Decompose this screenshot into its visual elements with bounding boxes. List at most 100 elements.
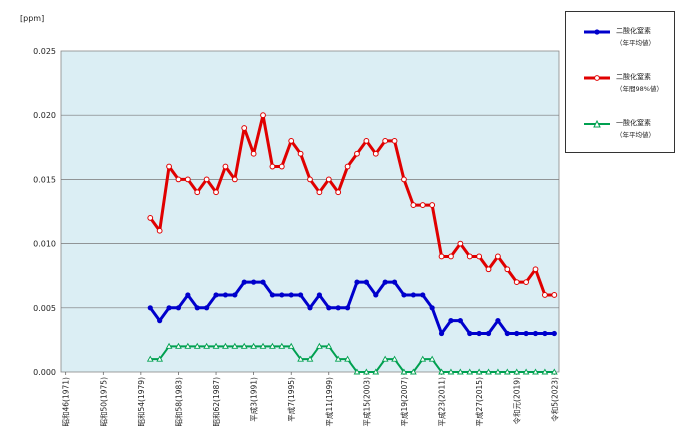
data-point <box>438 368 445 375</box>
data-point <box>467 330 473 337</box>
data-point <box>269 163 276 170</box>
data-point <box>250 342 257 349</box>
data-point <box>381 355 389 362</box>
data-point <box>523 279 530 286</box>
y-tick-label: 0.005 <box>33 304 56 313</box>
y-tick-label: 0.015 <box>33 175 56 184</box>
data-point <box>429 202 436 208</box>
data-point <box>372 150 379 157</box>
data-point <box>391 137 398 144</box>
data-point <box>457 318 463 324</box>
legend-item-no-mean: 一酸化窒素 （年平均値） <box>566 118 676 148</box>
data-point <box>485 266 492 273</box>
data-point <box>504 330 510 337</box>
data-point <box>344 305 351 311</box>
data-point <box>166 163 172 170</box>
data-point <box>419 355 427 362</box>
data-point <box>382 137 389 144</box>
y-tick-label: 0.000 <box>33 368 56 377</box>
data-point <box>147 305 153 311</box>
data-point <box>250 150 257 157</box>
data-point <box>203 342 211 349</box>
y-tick-label: 0.020 <box>33 111 56 120</box>
legend-sublabel: （年平均値） <box>616 39 655 47</box>
data-point <box>344 163 351 170</box>
data-point <box>335 305 341 311</box>
data-point <box>316 292 322 298</box>
data-point <box>307 305 313 311</box>
data-point <box>382 279 388 285</box>
data-point <box>457 240 464 247</box>
x-tick-label: 平成27(2015) <box>474 377 484 427</box>
data-point <box>373 292 379 298</box>
data-point <box>542 292 548 298</box>
data-point <box>532 368 539 375</box>
data-point <box>410 292 416 298</box>
x-tick-label: 昭和54(1979) <box>137 377 146 427</box>
x-tick-label: 平成3(1991) <box>249 377 259 422</box>
data-point <box>325 342 333 349</box>
data-point <box>146 355 154 362</box>
legend-swatch-blue <box>584 29 610 35</box>
data-point <box>532 266 539 273</box>
data-point <box>513 279 520 286</box>
data-point <box>193 342 201 349</box>
data-point <box>166 305 172 311</box>
data-point <box>203 176 210 183</box>
x-tick-label: 平成23(2011) <box>437 377 447 427</box>
data-point <box>438 253 445 260</box>
data-point <box>278 342 286 349</box>
data-point <box>532 330 539 337</box>
data-point <box>269 292 276 298</box>
data-point <box>175 305 182 311</box>
data-point <box>175 176 182 183</box>
x-tick-label: 平成15(2003) <box>361 377 371 427</box>
data-point <box>428 355 436 362</box>
data-point <box>466 368 474 375</box>
data-point <box>429 305 435 311</box>
x-tick-label: 令和元(2019) <box>512 377 522 425</box>
data-point <box>222 292 229 298</box>
data-point <box>401 176 407 183</box>
data-point <box>466 253 473 260</box>
data-point <box>363 368 370 375</box>
data-point <box>522 368 530 375</box>
data-point <box>495 318 501 324</box>
x-tick-label: 令和5(2023) <box>549 377 559 422</box>
data-point <box>456 368 464 375</box>
data-point <box>447 368 455 375</box>
data-point <box>438 330 445 337</box>
legend-sublabel: （年平均値） <box>616 131 655 139</box>
legend-swatch-green <box>584 120 610 128</box>
x-tick-label: 昭和58(1983) <box>174 377 183 427</box>
legend-label: 一酸化窒素 <box>616 119 651 127</box>
data-point <box>448 253 454 260</box>
data-point <box>485 330 492 337</box>
data-point <box>401 292 407 298</box>
legend: 二酸化窒素 （年平均値） 二酸化窒素 （年間98%値） 一酸化窒素 （年平均値） <box>565 11 675 153</box>
legend-swatch-red <box>584 75 610 81</box>
data-point <box>550 368 558 375</box>
data-point <box>353 368 361 375</box>
data-point <box>316 342 323 349</box>
data-point <box>184 176 191 183</box>
data-point <box>184 342 192 349</box>
data-point <box>185 292 191 298</box>
data-point <box>372 368 380 375</box>
data-point <box>391 355 398 362</box>
legend-sublabel: （年間98%値） <box>616 85 663 93</box>
data-point <box>147 215 154 221</box>
data-point <box>354 279 360 285</box>
legend-item-no2-98: 二酸化窒素 （年間98%値） <box>566 72 676 102</box>
data-point <box>259 342 267 349</box>
data-point <box>222 342 229 349</box>
data-point <box>476 253 483 260</box>
data-point <box>165 342 173 349</box>
data-point <box>241 279 247 285</box>
x-tick-label: 昭和50(1975) <box>99 377 108 427</box>
y-axis-label: [ppm] <box>20 14 44 23</box>
data-point <box>287 342 295 349</box>
legend-item-no2-mean: 二酸化窒素 （年平均値） <box>566 26 676 56</box>
data-point <box>241 125 248 131</box>
data-point <box>260 112 266 119</box>
